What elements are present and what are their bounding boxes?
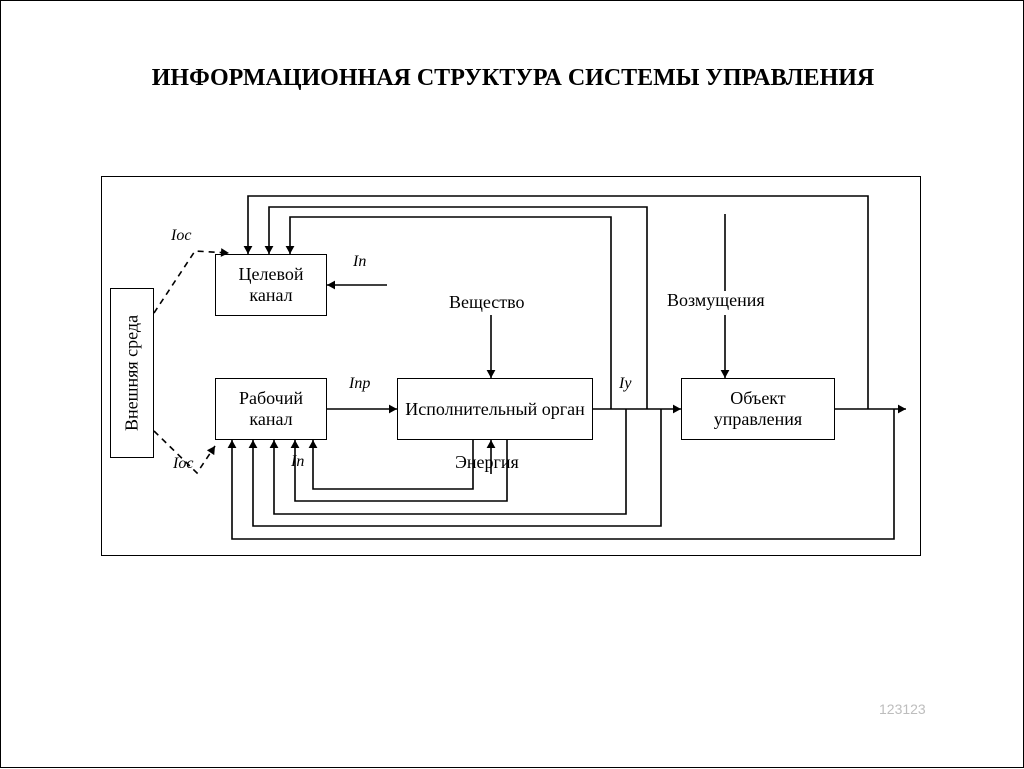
label-i-n-top: Iп [353, 253, 366, 271]
label-disturbance: Возмущения [667, 291, 765, 311]
node-environment: Внешняя среда [110, 288, 154, 458]
label-i-oc-top: Iос [171, 227, 191, 245]
label-i-y: Iу [619, 375, 631, 393]
label-i-pr: Iпр [349, 375, 370, 393]
node-executive-organ: Исполнительный орган [397, 378, 593, 440]
node-work-channel: Рабочий канал [215, 378, 327, 440]
diagram-frame [101, 176, 921, 556]
footer-page-number: 123123 [879, 701, 926, 717]
label-i-oc-bot: Iос [173, 455, 193, 473]
label-i-n-bot: Iп [291, 453, 304, 471]
page: { "canvas": { "width": 1024, "height": 7… [0, 0, 1024, 768]
node-target-channel: Целевой канал [215, 254, 327, 316]
label-energy: Энергия [455, 453, 519, 473]
label-substance: Вещество [449, 293, 525, 313]
page-title: ИНФОРМАЦИОННАЯ СТРУКТУРА СИСТЕМЫ УПРАВЛЕ… [151, 63, 875, 93]
node-control-object: Объект управления [681, 378, 835, 440]
